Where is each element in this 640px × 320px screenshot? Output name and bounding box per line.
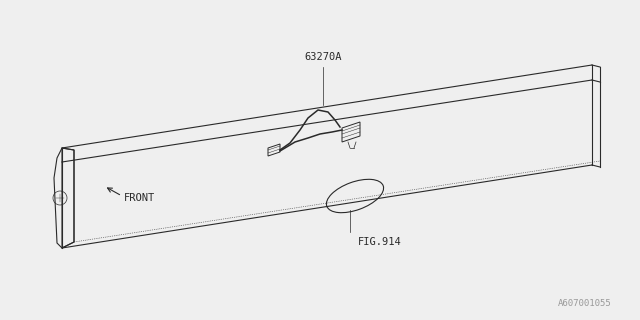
Text: A607001055: A607001055 (558, 299, 612, 308)
Text: FRONT: FRONT (124, 193, 156, 203)
Text: FIG.914: FIG.914 (358, 237, 402, 247)
Text: 63270A: 63270A (304, 52, 342, 62)
